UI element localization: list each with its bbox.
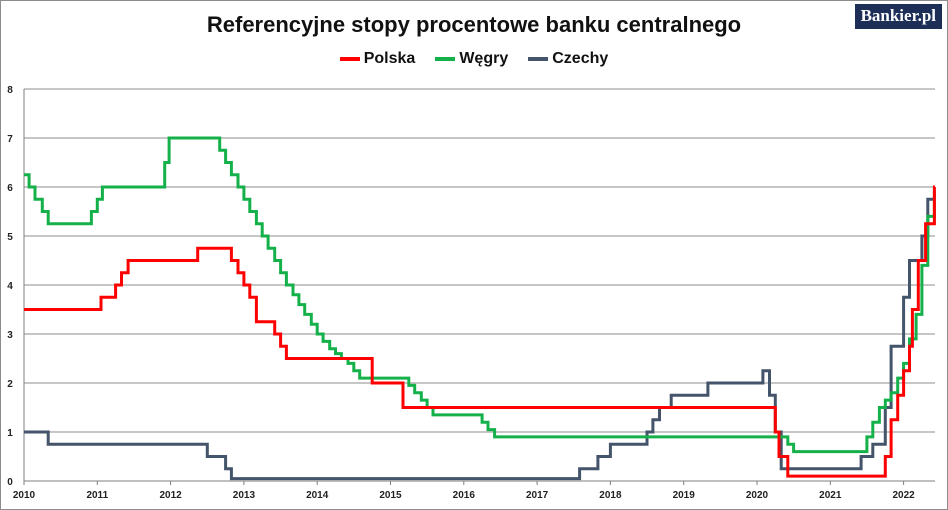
y-tick-label-2: 2 xyxy=(7,379,13,390)
legend-label-polska: Polska xyxy=(363,50,416,67)
legend-swatch-wegry xyxy=(435,57,456,61)
chart-legend: Polska Węgry Czechy xyxy=(0,50,948,68)
x-tick-label-2016: 2016 xyxy=(453,490,476,501)
x-tick-label-2013: 2013 xyxy=(233,490,256,501)
series-line-czechy xyxy=(24,197,935,481)
y-tick-label-5: 5 xyxy=(7,232,13,243)
x-tick-label-2011: 2011 xyxy=(86,490,108,501)
y-tick-label-7: 7 xyxy=(7,134,13,145)
x-tick-label-2014: 2014 xyxy=(306,490,329,501)
legend-label-czechy: Czechy xyxy=(552,50,609,67)
x-tick-label-2015: 2015 xyxy=(379,490,402,501)
x-tick-label-2017: 2017 xyxy=(526,490,549,501)
legend-label-wegry: Węgry xyxy=(459,50,509,67)
legend-item-czechy: Czechy xyxy=(528,50,608,68)
x-tick-label-2010: 2010 xyxy=(13,490,36,501)
x-tick-label-2020: 2020 xyxy=(746,490,769,501)
brand-logo: Bankier.pl xyxy=(854,4,942,29)
legend-swatch-czechy xyxy=(528,57,549,61)
y-tick-label-1: 1 xyxy=(7,428,13,439)
legend-item-wegry: Węgry xyxy=(435,50,508,68)
series-line-polska xyxy=(24,185,936,478)
series-line-wegry xyxy=(24,136,936,454)
x-tick-label-2012: 2012 xyxy=(159,490,182,501)
legend-swatch-polska xyxy=(339,57,360,61)
x-tick-label-2019: 2019 xyxy=(673,490,696,501)
y-tick-label-0: 0 xyxy=(7,477,13,488)
x-tick-label-2021: 2021 xyxy=(819,490,842,501)
y-tick-label-8: 8 xyxy=(7,85,13,96)
y-tick-label-6: 6 xyxy=(7,183,13,194)
y-tick-label-3: 3 xyxy=(7,330,13,341)
x-tick-label-2022: 2022 xyxy=(892,490,915,501)
legend-item-polska: Polska xyxy=(339,50,416,68)
y-tick-label-4: 4 xyxy=(7,281,13,292)
chart-title: Referencyjne stopy procentowe banku cent… xyxy=(206,12,742,37)
x-tick-label-2018: 2018 xyxy=(599,490,622,501)
